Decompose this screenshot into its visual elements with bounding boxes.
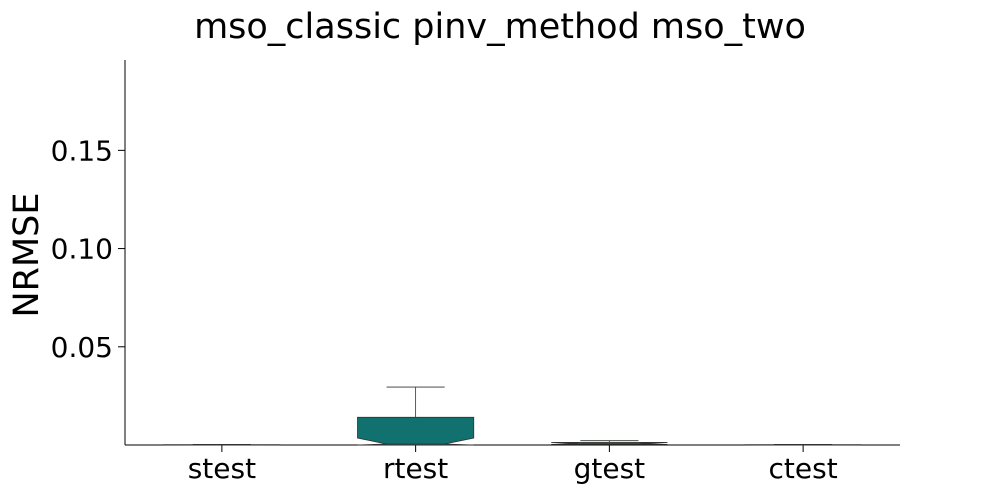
x-tick-label: rtest xyxy=(383,452,448,485)
box-rtest xyxy=(357,416,475,446)
x-tick-label: ctest xyxy=(769,452,838,485)
y-tick-label: 0.10 xyxy=(51,233,113,266)
chart-title: mso_classic pinv_method mso_two xyxy=(194,7,806,47)
plot-area: 0.05 0.10 0.15 stest rtest gtest ctest xyxy=(51,134,862,485)
y-axis-label: NRMSE xyxy=(7,192,47,317)
y-tick-label: 0.05 xyxy=(51,331,113,364)
x-tick-label: stest xyxy=(188,452,256,485)
y-tick-label: 0.15 xyxy=(51,134,113,167)
x-tick-label: gtest xyxy=(574,452,646,485)
